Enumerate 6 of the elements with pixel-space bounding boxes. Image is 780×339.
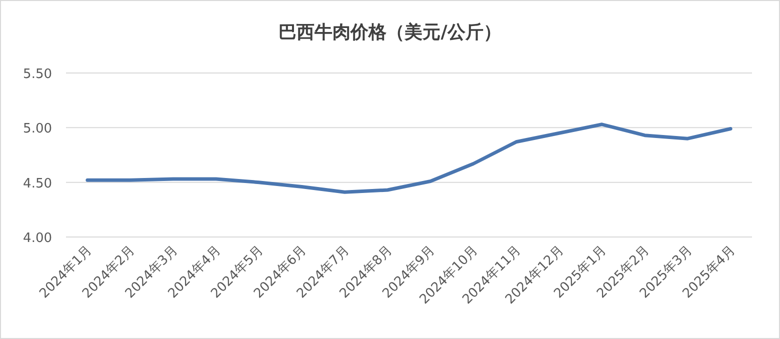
y-tick-label: 4.00 — [23, 231, 52, 246]
y-tick-label: 5.00 — [23, 122, 52, 137]
line-series — [86, 122, 732, 194]
y-tick-label: 4.50 — [23, 176, 52, 192]
y-tick-label: 5.50 — [23, 67, 52, 82]
chart-title: 巴西牛肉价格（美元/公斤） — [278, 22, 502, 43]
